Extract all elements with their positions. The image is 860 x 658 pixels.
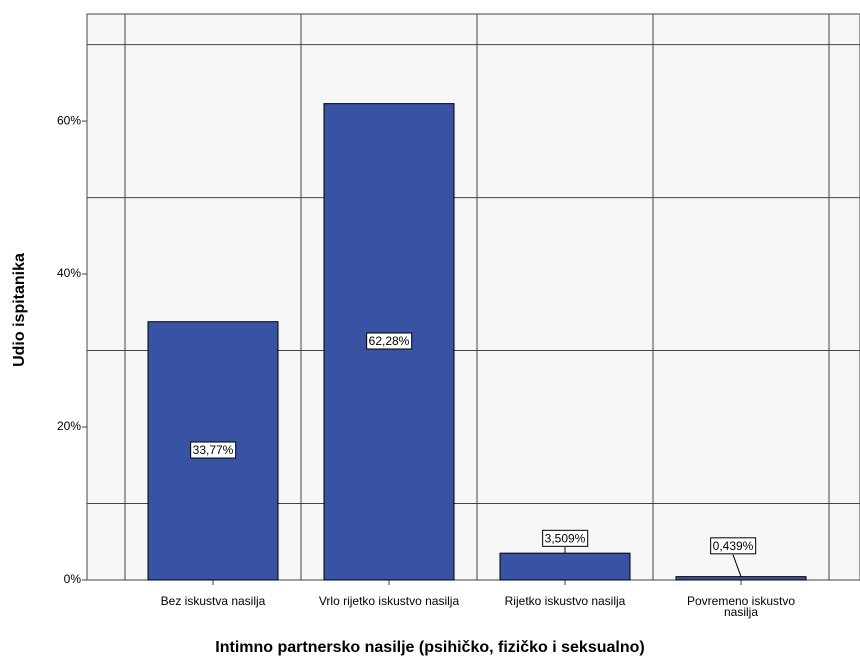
x-axis-title: Intimno partnersko nasilje (psihičko, fi…: [215, 639, 644, 656]
x-tick-label: Bez iskustva nasilja: [161, 594, 266, 608]
y-axis-title: Udio ispitanika: [11, 253, 28, 367]
value-label-box: [190, 441, 237, 459]
value-label-box: [710, 537, 757, 555]
value-label: 3,509%: [545, 531, 586, 545]
y-tick-label: 40%: [57, 266, 81, 280]
value-label-box: [542, 529, 589, 547]
value-label: 62,28%: [369, 334, 410, 348]
x-tick-label: Vrlo rijetko iskustvo nasilja: [319, 594, 460, 608]
value-label: 0,439%: [713, 539, 754, 553]
y-tick-label: 20%: [57, 419, 81, 433]
bar: [323, 103, 455, 581]
bar: [675, 576, 807, 581]
x-tick-label: Rijetko iskustvo nasilja: [505, 594, 626, 608]
bar: [499, 552, 631, 581]
label-leader: [732, 554, 742, 577]
x-tick-label: Povremeno iskustvo nasilja: [687, 594, 795, 619]
value-label-box: [366, 332, 413, 350]
y-tick-label: 0%: [64, 572, 82, 586]
value-label: 33,77%: [193, 443, 234, 457]
y-tick-label: 60%: [57, 113, 81, 127]
